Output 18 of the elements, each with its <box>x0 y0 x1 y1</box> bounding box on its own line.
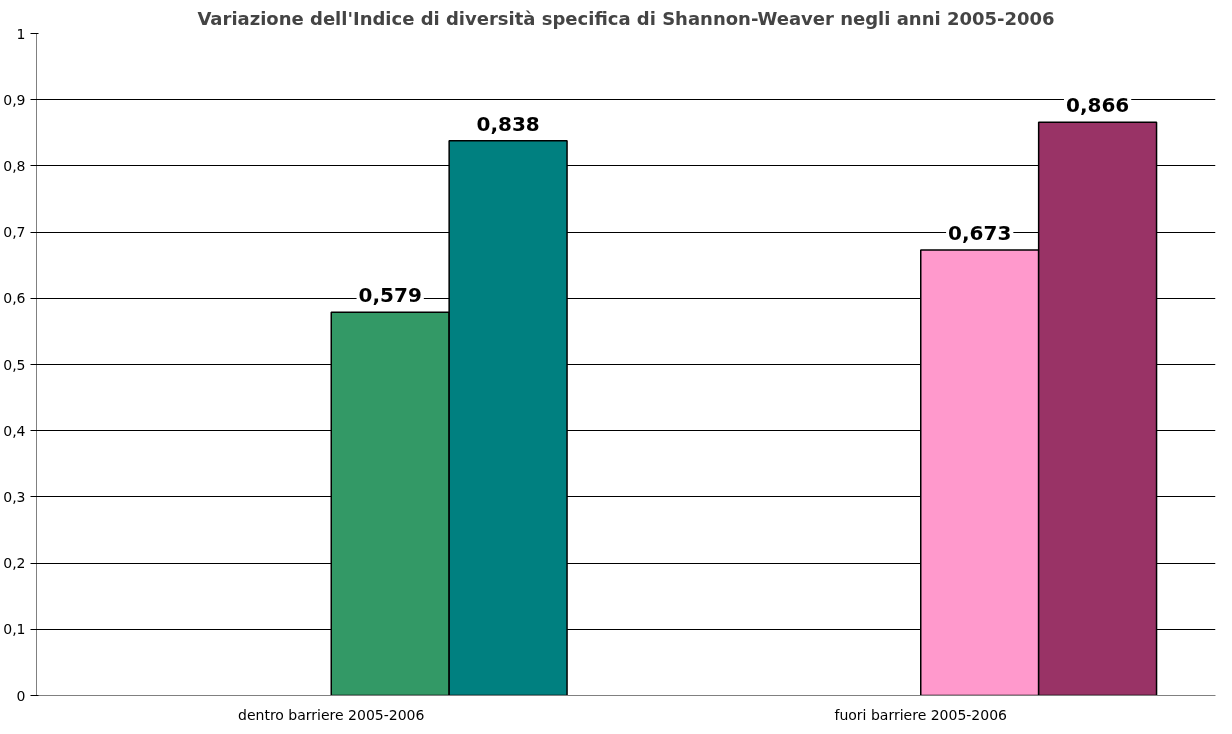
data-label: 0,673 <box>948 220 1012 245</box>
y-tick-label: 0,9 <box>3 91 26 108</box>
y-tick-label: 0,6 <box>3 290 26 307</box>
x-tick-label: fuori barriere 2005-2006 <box>834 706 1008 723</box>
x-tick-label: dentro barriere 2005-2006 <box>238 706 425 723</box>
data-label: 0,866 <box>1065 93 1130 118</box>
y-tick-label: 1 <box>16 25 26 42</box>
y-tick-label: 0,1 <box>3 621 26 638</box>
y-tick-label: 0,7 <box>3 224 26 241</box>
y-tick-label: 0,3 <box>3 488 26 505</box>
y-tick-label: 0,8 <box>3 157 26 174</box>
data-label: 0,838 <box>476 111 540 136</box>
data-label: 0,579 <box>358 283 422 308</box>
y-tick-label: 0,2 <box>3 555 26 572</box>
y-tick-label: 0,5 <box>3 356 26 373</box>
y-tick-label: 0,4 <box>3 422 26 439</box>
y-tick-label: 0 <box>16 687 26 704</box>
chart-title: Variazione dell'Indice di diversità specifica di Shannon-Weaver negli anni 2005-2006 <box>197 7 1055 29</box>
